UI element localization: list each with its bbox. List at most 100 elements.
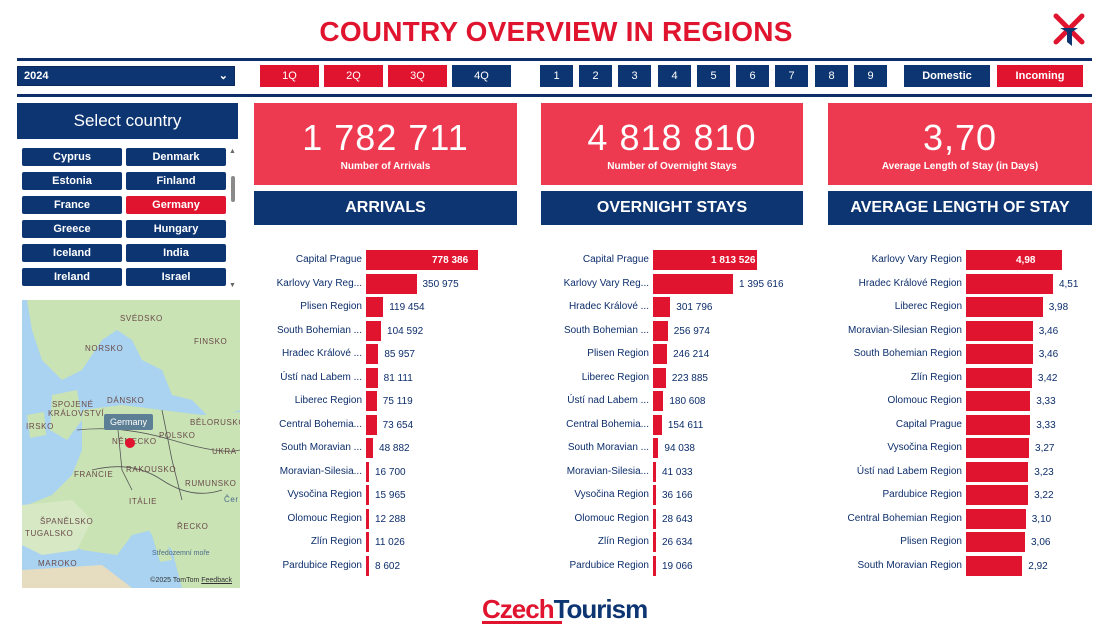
chart-row[interactable]: South Bohemian ... 256 974 xyxy=(541,320,803,341)
chart-row[interactable]: South Moravian ... 94 038 xyxy=(541,438,803,458)
chart-row[interactable]: Plisen Region 246 214 xyxy=(541,344,803,364)
chart-bar[interactable] xyxy=(366,485,369,505)
chart-bar[interactable] xyxy=(966,438,1030,458)
chart-row[interactable]: Central Bohemia... 73 654 xyxy=(254,414,517,435)
chart-bar[interactable] xyxy=(366,508,369,529)
chart-bar[interactable] xyxy=(653,391,664,411)
chart-row[interactable]: Zlín Region 11 026 xyxy=(254,532,517,552)
chart-row[interactable]: South Moravian Region 2,92 xyxy=(828,555,1092,576)
chart-bar[interactable] xyxy=(966,367,1032,388)
chart-bar[interactable] xyxy=(366,414,377,435)
chart-row[interactable]: Moravian-Silesian Region 3,46 xyxy=(828,320,1092,341)
chart-bar[interactable] xyxy=(366,344,379,364)
chart-row[interactable]: Pardubice Region 3,22 xyxy=(828,485,1092,505)
quarter-button-1q[interactable]: 1Q xyxy=(260,65,319,87)
chart-bar[interactable] xyxy=(966,297,1043,317)
chart-row[interactable]: Moravian-Silesia... 41 033 xyxy=(541,461,803,482)
country-button-finland[interactable]: Finland xyxy=(126,172,226,190)
chart-row[interactable]: Capital Prague 778 386 xyxy=(254,250,517,270)
chart-row[interactable]: Vysočina Region 3,27 xyxy=(828,438,1092,458)
chart-bar[interactable] xyxy=(653,485,656,505)
country-button-hungary[interactable]: Hungary xyxy=(126,220,226,238)
chart-row[interactable]: Plisen Region 119 454 xyxy=(254,297,517,317)
country-map[interactable]: SVÉDSKO FINSKO NORSKO DÁNSKO SPOJENÉ KRÁ… xyxy=(22,300,240,588)
chart-row[interactable]: South Bohemian ... 104 592 xyxy=(254,320,517,341)
chart-bar[interactable] xyxy=(966,273,1053,294)
scroll-thumb[interactable] xyxy=(231,176,235,202)
month-button-9[interactable]: 9 xyxy=(854,65,887,87)
quarter-button-4q[interactable]: 4Q xyxy=(452,65,511,87)
chart-bar[interactable] xyxy=(966,461,1029,482)
chart-bar[interactable] xyxy=(653,438,659,458)
quarter-button-3q[interactable]: 3Q xyxy=(388,65,447,87)
month-button-3[interactable]: 3 xyxy=(618,65,651,87)
chart-row[interactable]: Olomouc Region 28 643 xyxy=(541,508,803,529)
chart-bar[interactable] xyxy=(966,250,1062,270)
quarter-button-2q[interactable]: 2Q xyxy=(324,65,383,87)
chart-row[interactable]: Central Bohemian Region 3,10 xyxy=(828,508,1092,529)
chart-row[interactable]: Karlovy Vary Reg... 350 975 xyxy=(254,273,517,294)
chart-bar[interactable] xyxy=(653,344,668,364)
chart-row[interactable]: Central Bohemia... 154 611 xyxy=(541,414,803,435)
chart-bar[interactable] xyxy=(966,485,1029,505)
month-button-1[interactable]: 1 xyxy=(540,65,573,87)
chart-row[interactable]: Karlovy Vary Region 4,98 xyxy=(828,250,1092,270)
chart-bar[interactable] xyxy=(653,367,666,388)
chart-bar[interactable] xyxy=(653,461,656,482)
country-button-israel[interactable]: Israel xyxy=(126,268,226,286)
chart-row[interactable]: Liberec Region 75 119 xyxy=(254,391,517,411)
chart-bar[interactable] xyxy=(653,250,757,270)
chart-bar[interactable] xyxy=(366,273,417,294)
chart-bar[interactable] xyxy=(966,532,1025,552)
chart-bar[interactable] xyxy=(966,344,1033,364)
month-button-5[interactable]: 5 xyxy=(697,65,730,87)
chart-bar[interactable] xyxy=(366,555,369,576)
chart-bar[interactable] xyxy=(653,273,734,294)
scroll-up-icon[interactable]: ▲ xyxy=(229,148,236,155)
chart-bar[interactable] xyxy=(366,297,384,317)
incoming-button[interactable]: Incoming xyxy=(997,65,1083,87)
chart-row[interactable]: Vysočina Region 36 166 xyxy=(541,485,803,505)
chart-bar[interactable] xyxy=(653,414,662,435)
month-button-2[interactable]: 2 xyxy=(579,65,612,87)
chart-row[interactable]: South Bohemian Region 3,46 xyxy=(828,344,1092,364)
chart-bar[interactable] xyxy=(653,320,668,341)
chart-bar[interactable] xyxy=(653,297,671,317)
domestic-button[interactable]: Domestic xyxy=(904,65,990,87)
month-button-7[interactable]: 7 xyxy=(775,65,808,87)
chart-row[interactable]: Hradec Králové ... 85 957 xyxy=(254,344,517,364)
country-button-denmark[interactable]: Denmark xyxy=(126,148,226,166)
chart-bar[interactable] xyxy=(966,414,1031,435)
chart-row[interactable]: Karlovy Vary Reg... 1 395 616 xyxy=(541,273,803,294)
chart-row[interactable]: Ústí nad Labem ... 81 111 xyxy=(254,367,517,388)
chart-bar[interactable] xyxy=(366,438,374,458)
chart-bar[interactable] xyxy=(366,320,382,341)
chart-row[interactable]: Zlín Region 3,42 xyxy=(828,367,1092,388)
chart-bar[interactable] xyxy=(366,391,377,411)
country-button-india[interactable]: India xyxy=(126,244,226,262)
chart-bar[interactable] xyxy=(653,555,656,576)
chart-bar[interactable] xyxy=(966,320,1033,341)
chart-row[interactable]: Liberec Region 223 885 xyxy=(541,367,803,388)
chart-bar[interactable] xyxy=(366,367,378,388)
chart-row[interactable]: Liberec Region 3,98 xyxy=(828,297,1092,317)
chart-row[interactable]: Capital Prague 3,33 xyxy=(828,414,1092,435)
chart-row[interactable]: Olomouc Region 3,33 xyxy=(828,391,1092,411)
month-button-6[interactable]: 6 xyxy=(736,65,769,87)
chart-row[interactable]: Ústí nad Labem ... 180 608 xyxy=(541,391,803,411)
month-button-8[interactable]: 8 xyxy=(815,65,848,87)
chart-row[interactable]: Pardubice Region 8 602 xyxy=(254,555,517,576)
country-button-cyprus[interactable]: Cyprus xyxy=(22,148,122,166)
country-button-france[interactable]: France xyxy=(22,196,122,214)
country-button-ireland[interactable]: Ireland xyxy=(22,268,122,286)
month-button-4[interactable]: 4 xyxy=(658,65,691,87)
chart-bar[interactable] xyxy=(653,532,656,552)
chart-bar[interactable] xyxy=(966,508,1026,529)
map-feedback-link[interactable]: Feedback xyxy=(201,577,232,584)
chart-bar[interactable] xyxy=(653,508,656,529)
chart-row[interactable]: Olomouc Region 12 288 xyxy=(254,508,517,529)
chart-row[interactable]: Vysočina Region 15 965 xyxy=(254,485,517,505)
chart-bar[interactable] xyxy=(966,391,1031,411)
chart-row[interactable]: Hradec Králové ... 301 796 xyxy=(541,297,803,317)
country-button-greece[interactable]: Greece xyxy=(22,220,122,238)
